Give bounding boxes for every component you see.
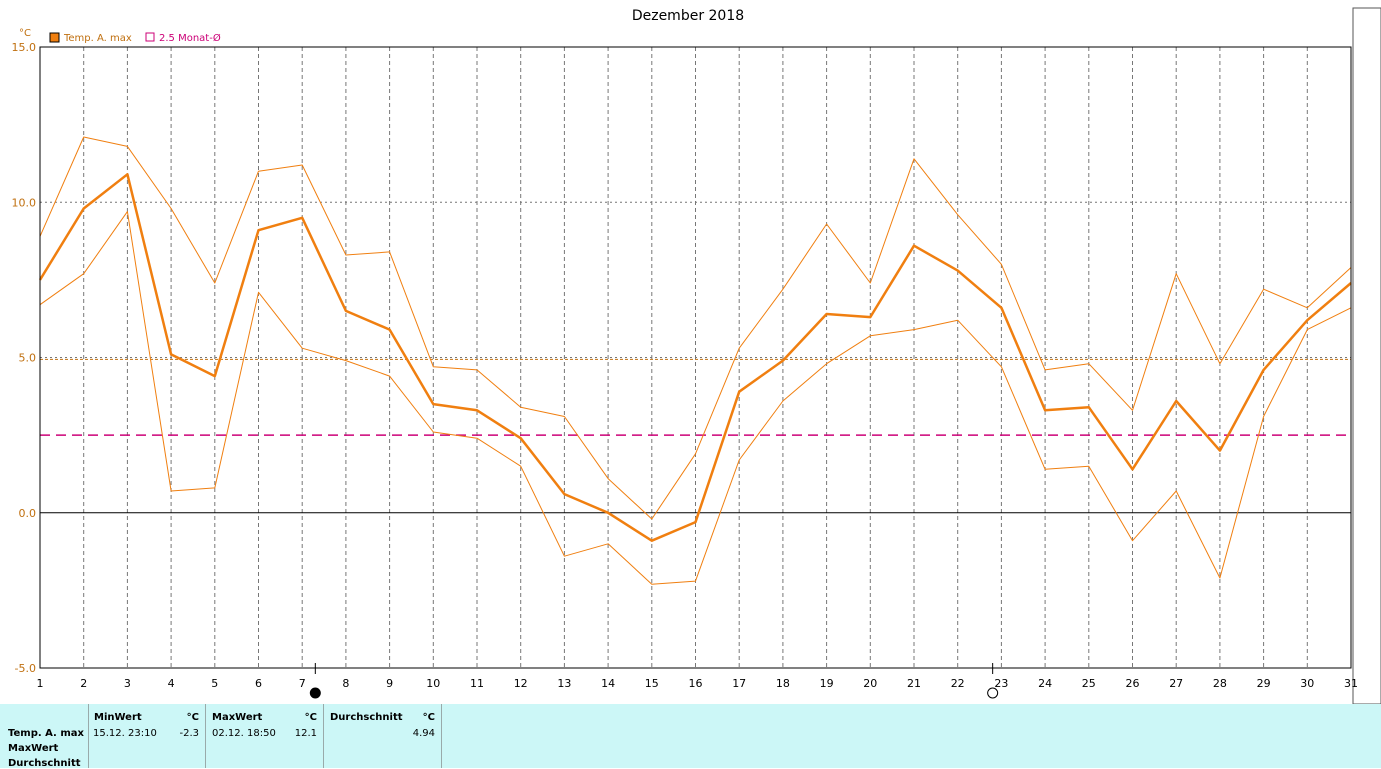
legend-label-temp: Temp. A. max (63, 33, 132, 44)
y-axis-labels: 15.0 10.0 5.0 0.0 -5.0 (12, 41, 37, 675)
x-tick-label: 25 (1082, 677, 1096, 690)
max-value: 12.1 (294, 728, 317, 739)
x-tick-label: 4 (168, 677, 175, 690)
x-tick-label: 12 (514, 677, 528, 690)
x-tick-label: 22 (951, 677, 965, 690)
y-tick-label: 10.0 (12, 196, 37, 209)
right-scrollbar-edge (1352, 7, 1381, 704)
plot-frame (39, 46, 1352, 669)
x-tick-label: 30 (1300, 677, 1314, 690)
series-line-lower (39, 211, 1352, 585)
x-tick-label: 9 (386, 677, 393, 690)
y-unit-label: °C (19, 28, 31, 39)
min-unit: °C (186, 712, 199, 723)
x-axis-labels: 1 2 3 4 5 6 7 8 9 10 11 12 13 14 15 16 17 18 19 20 21 22 23 24 2… (37, 677, 1359, 690)
x-tick-label: 26 (1126, 677, 1140, 690)
new-moon-icon (309, 687, 321, 699)
x-tick-label: 11 (470, 677, 484, 690)
y-tick-label: 15.0 (12, 41, 37, 54)
y-tick-label: 5.0 (19, 352, 37, 365)
stats-avg-column: Durchschnitt °C 4.94 (324, 704, 442, 768)
temperature-chart: Dezember 2018 °C Temp. A. max 2.5 Monat-… (12, 7, 1381, 704)
y-tick-label: 0.0 (19, 507, 37, 520)
stats-max-column: MaxWert °C 02.12. 18:50 12.1 (206, 704, 324, 768)
max-time: 02.12. 18:50 (212, 728, 276, 739)
y-tick-label: -5.0 (15, 662, 36, 675)
x-tick-label: 3 (124, 677, 131, 690)
x-tick-label: 17 (732, 677, 746, 690)
x-tick-label: 6 (255, 677, 262, 690)
x-tick-label: 31 (1344, 677, 1358, 690)
grid (40, 47, 1351, 668)
x-tick-label: 28 (1213, 677, 1227, 690)
x-tick-label: 13 (557, 677, 571, 690)
avg-unit: °C (422, 712, 435, 723)
x-tick-label: 23 (994, 677, 1008, 690)
x-tick-label: 18 (776, 677, 790, 690)
stats-label-column: Temp. A. max MaxWert Durchschnitt (0, 704, 89, 769)
max-unit: °C (304, 712, 317, 723)
x-tick-label: 5 (211, 677, 218, 690)
stats-min-column: MinWert °C 15.12. 23:10 -2.3 (89, 704, 206, 768)
statistics-panel: Temp. A. max MaxWert Durchschnitt MinWer… (0, 704, 1381, 769)
min-value: -2.3 (179, 728, 199, 739)
x-tick-label: 20 (863, 677, 877, 690)
x-tick-label: 2 (80, 677, 87, 690)
x-tick-label: 19 (820, 677, 834, 690)
series-line-temp-max (38, 173, 1352, 542)
avg-value: 4.94 (412, 728, 435, 739)
series-line-upper (39, 136, 1352, 520)
x-tick-label: 21 (907, 677, 921, 690)
legend-swatch-avg (145, 32, 155, 42)
avg-header: Durchschnitt (330, 712, 403, 723)
x-tick-label: 27 (1169, 677, 1183, 690)
legend: Temp. A. max 2.5 Monat-Ø (49, 32, 221, 44)
min-time: 15.12. 23:10 (93, 728, 157, 739)
moon-phase-markers (309, 663, 999, 699)
x-tick-label: 1 (37, 677, 44, 690)
reference-lines (40, 358, 1351, 436)
legend-swatch-temp (49, 32, 60, 43)
max-header: MaxWert (212, 712, 263, 723)
x-tick-label: 16 (689, 677, 703, 690)
stats-row-label-series: Temp. A. max (8, 728, 84, 739)
min-header: MinWert (94, 712, 142, 723)
x-tick-label: 7 (299, 677, 306, 690)
x-tick-label: 24 (1038, 677, 1052, 690)
x-tick-label: 29 (1257, 677, 1271, 690)
series-lines (38, 136, 1352, 585)
stats-row-label-max: MaxWert (8, 743, 59, 754)
full-moon-icon (987, 687, 999, 699)
legend-label-avg: 2.5 Monat-Ø (159, 32, 221, 44)
x-tick-label: 15 (645, 677, 659, 690)
stats-row-label-avg: Durchschnitt (8, 758, 81, 769)
x-tick-label: 14 (601, 677, 615, 690)
chart-title: Dezember 2018 (632, 8, 744, 24)
x-tick-label: 8 (342, 677, 349, 690)
x-tick-label: 10 (426, 677, 440, 690)
